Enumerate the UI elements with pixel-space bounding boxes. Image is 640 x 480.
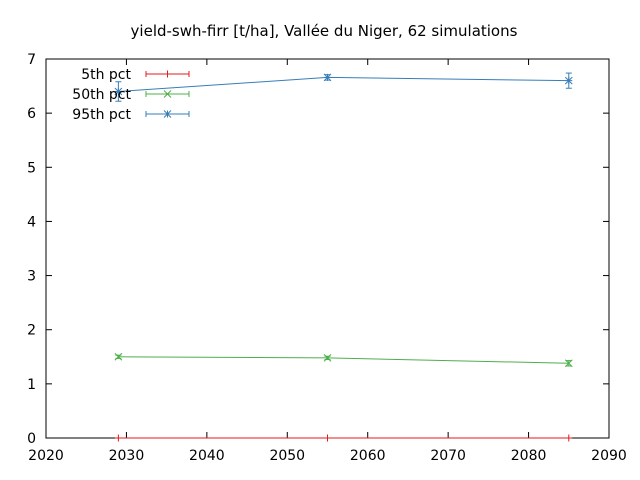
series-0	[114, 434, 573, 442]
y-tick-label: 6	[27, 106, 36, 122]
series-line	[118, 76, 569, 92]
legend-label: 95th pct	[72, 107, 131, 123]
y-tick-label: 4	[27, 214, 36, 230]
data-point-d2	[323, 354, 332, 362]
x-tick-label: 2090	[591, 448, 627, 464]
chart-title: yield-swh-firr [t/ha], Vallée du Niger, …	[131, 22, 518, 40]
x-axis: 2020 2030 2040 2050 2060 2070 2080 2090	[28, 59, 627, 464]
y-tick-label: 7	[27, 52, 36, 68]
data-point	[565, 434, 573, 442]
y-tick-label: 0	[27, 431, 36, 447]
data-point	[114, 87, 123, 96]
series-2	[114, 72, 573, 102]
data-point	[114, 352, 123, 361]
y-tick-label: 1	[27, 377, 36, 393]
data-point-d2	[114, 87, 123, 96]
data-point	[323, 73, 332, 82]
y-tick-label: 2	[27, 323, 36, 339]
data-point	[564, 76, 573, 85]
x-tick-label: 2020	[28, 448, 64, 464]
data-point	[564, 359, 573, 368]
x-tick-label: 2040	[189, 448, 225, 464]
y-tick-label: 3	[27, 269, 36, 285]
legend-label: 50th pct	[72, 87, 131, 103]
y-axis: 0 1 2 3 4 5 6 7	[27, 52, 609, 447]
x-tick-label: 2080	[511, 448, 547, 464]
series-line	[118, 356, 569, 364]
y-tick-label: 5	[27, 160, 36, 176]
data-point	[323, 354, 332, 362]
data-point-d2	[114, 352, 123, 361]
legend-label: 5th pct	[81, 67, 131, 83]
data-point	[324, 434, 331, 442]
data-point-d2	[564, 359, 573, 368]
x-tick-label: 2070	[430, 448, 466, 464]
x-tick-label: 2060	[350, 448, 386, 464]
series-1	[114, 352, 573, 368]
x-tick-label: 2030	[109, 448, 145, 464]
data-point	[114, 434, 122, 442]
legend: 5th pct 50th pct 95th pct	[72, 67, 190, 123]
legend-marker	[163, 90, 172, 98]
legend-marker-d2	[163, 110, 172, 118]
data-point-d2	[323, 73, 332, 82]
series-layer	[114, 72, 573, 442]
legend-marker	[163, 110, 172, 118]
legend-marker-d2	[163, 90, 172, 98]
legend-marker	[164, 70, 171, 78]
data-point-d2	[564, 76, 573, 85]
x-tick-label: 2050	[269, 448, 305, 464]
